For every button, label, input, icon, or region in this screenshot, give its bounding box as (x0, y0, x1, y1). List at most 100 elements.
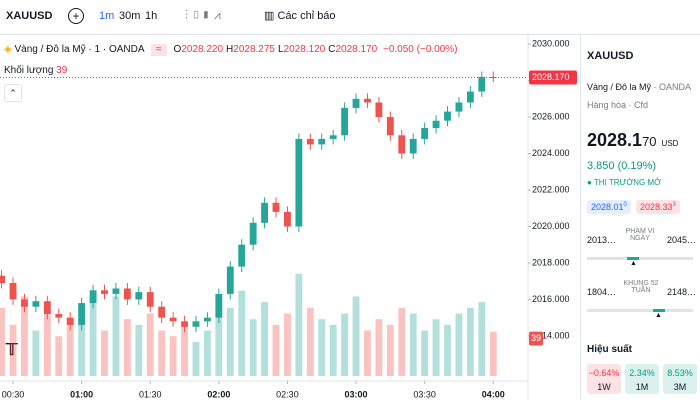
panel-change: 3.850 (0.19%) (587, 160, 657, 172)
volume-bar (375, 319, 383, 376)
logo: 𝕋 (6, 342, 18, 359)
candle-body (78, 303, 86, 325)
candle-body (169, 317, 177, 322)
range-marker: ▲ (630, 260, 637, 267)
change: −0.050 (−0.00%) (383, 44, 458, 55)
market-status: ● THỊ TRƯỜNG MỞ (587, 178, 661, 187)
ohlc: O2028.220 H2028.275 L2028.120 C2028.170 (174, 44, 381, 55)
bid: 2028.010 (587, 200, 631, 214)
badge: ≈ (150, 44, 167, 56)
ohlc-value: 2028.275 (233, 44, 275, 55)
performance-period: 3M (673, 382, 687, 392)
volume-bar (0, 307, 6, 376)
volume-bar (295, 273, 303, 376)
candle-body (318, 138, 326, 145)
candle-body (135, 292, 143, 300)
indicators-button[interactable]: ▥ Các chỉ báo (264, 9, 336, 22)
volume-title: Khối lượng (4, 65, 54, 76)
volume-bar (249, 319, 257, 376)
performance-period: 1M (635, 382, 649, 392)
volume-bar (123, 319, 131, 376)
details-panel (580, 35, 700, 400)
day-low: 2013… (587, 235, 617, 245)
y-tick-label: 2018.000 (532, 257, 570, 267)
ohlc-value: 2028.120 (283, 44, 326, 55)
volume-bar (306, 307, 314, 376)
icon: ▥ (264, 10, 278, 22)
volume-bar (421, 330, 429, 376)
range-marker: ▲ (655, 312, 662, 319)
volume-bar (101, 330, 108, 376)
volume-bar (169, 336, 177, 376)
volume-bar (66, 319, 74, 376)
candle-body (341, 107, 349, 136)
volume-bar (203, 330, 211, 376)
candle-body (284, 211, 291, 227)
last-price-label: 2028.170 (532, 72, 570, 82)
volume-bar (146, 313, 154, 376)
volume-bar (43, 313, 51, 376)
candle-body (455, 102, 463, 112)
candle-body (364, 98, 371, 103)
exchange: · OANDA (653, 82, 692, 92)
interval-button[interactable]: 1h (145, 10, 158, 22)
volume-bar (21, 296, 28, 376)
volume-bar (386, 324, 394, 376)
x-tick-label: 01:30 (139, 389, 162, 399)
x-tick-label: 03:00 (345, 389, 368, 399)
panel-name: Vàng / Đô la Mỹ · OANDA (587, 82, 691, 92)
candle-body (478, 76, 486, 92)
chart-style-icons[interactable]: ⫶ ▯▮ ⩘ (185, 8, 221, 22)
last-volume-label: 39 (531, 333, 541, 343)
volume-bar (455, 313, 463, 376)
candle-body (272, 202, 280, 212)
y-tick-label: 2022.000 (532, 184, 570, 194)
volume-bar (352, 296, 360, 376)
candle-body (0, 275, 6, 283)
volume-bar (478, 302, 486, 376)
volume-bar (192, 341, 200, 376)
volume-bar (261, 302, 269, 376)
ohlc-key: H (226, 44, 234, 55)
last-volume-box (529, 331, 543, 346)
compare-button[interactable]: + (68, 8, 84, 24)
performance-box: 2.34% 1M (625, 364, 659, 394)
price: 2028.1 (587, 130, 643, 150)
candle-body (398, 135, 406, 154)
volume-bar (341, 313, 349, 376)
y-tick-label: 2020.000 (532, 221, 570, 231)
candle-body (352, 98, 360, 108)
performance-value: 8.53% (667, 368, 693, 378)
x-tick-label: 03:30 (413, 389, 436, 399)
candle-body (444, 111, 451, 121)
volume-bar (181, 324, 188, 376)
ohlc-key: C (328, 44, 336, 55)
y-tick-label: 2014.000 (532, 330, 570, 340)
candle-body (101, 290, 108, 294)
ohlc-key: L (277, 44, 284, 55)
candle-body (203, 317, 211, 322)
volume-bar (112, 296, 120, 376)
range-fill (653, 309, 665, 312)
candle-body (112, 288, 120, 294)
volume-bar (398, 307, 406, 376)
collapse-button[interactable]: ⌃ (4, 84, 22, 102)
volume-bar (89, 302, 97, 376)
volume-bar (284, 313, 291, 376)
candle-body (421, 128, 429, 139)
interval-button[interactable]: 30m (119, 10, 141, 22)
y-tick-label: 2024.000 (532, 148, 570, 158)
candle-body (21, 299, 28, 307)
candle-body (329, 135, 337, 139)
interval-button[interactable]: 1m (99, 10, 115, 22)
currency: USD (661, 139, 679, 148)
volume-bar (466, 307, 474, 376)
candle-body (466, 91, 474, 103)
price-tail: 70 (642, 134, 657, 149)
volume-bar (215, 313, 223, 376)
ohlc-key: O (173, 44, 182, 55)
year-range-label: KHUNG 52 TUẦN (623, 280, 659, 294)
icon: ◈ (4, 44, 15, 55)
bid-sup: 0 (623, 202, 627, 208)
symbol-search[interactable]: XAUUSD (6, 10, 53, 22)
